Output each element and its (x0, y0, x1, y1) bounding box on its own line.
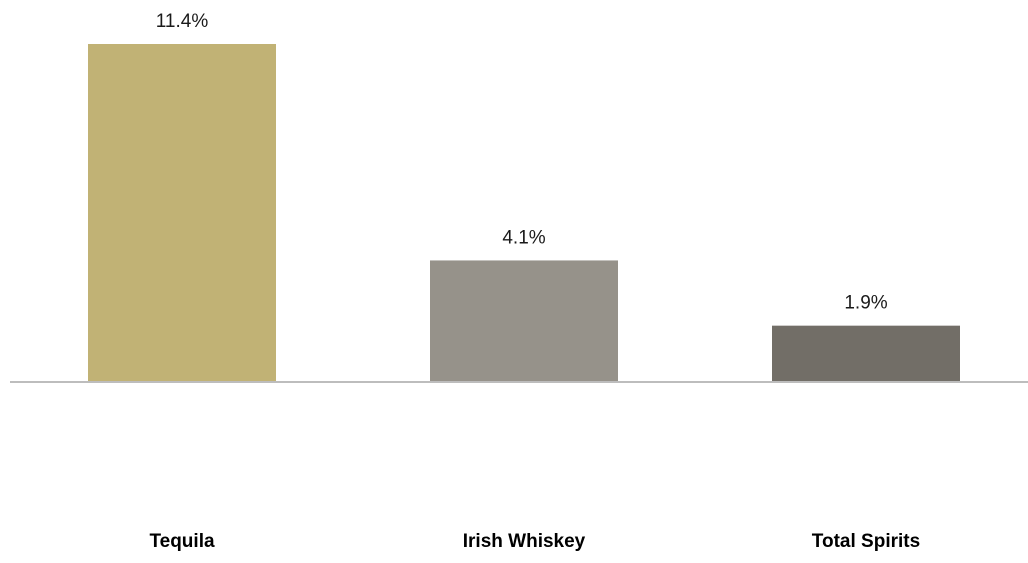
x-tick-label: Tequila (149, 531, 215, 552)
data-label: 1.9% (844, 293, 887, 314)
data-label: 11.4% (156, 11, 209, 32)
x-tick-label: Irish Whiskey (463, 531, 586, 552)
x-tick-label: Total Spirits (812, 531, 920, 552)
category-labels-layer: Tequila Irish Whiskey Total Spirits (149, 531, 920, 552)
bar-tequila (88, 44, 276, 382)
bars-layer (88, 44, 960, 382)
data-label: 4.1% (502, 227, 545, 248)
bar-total-spirits (772, 326, 960, 382)
bar-irish-whiskey (430, 260, 618, 382)
